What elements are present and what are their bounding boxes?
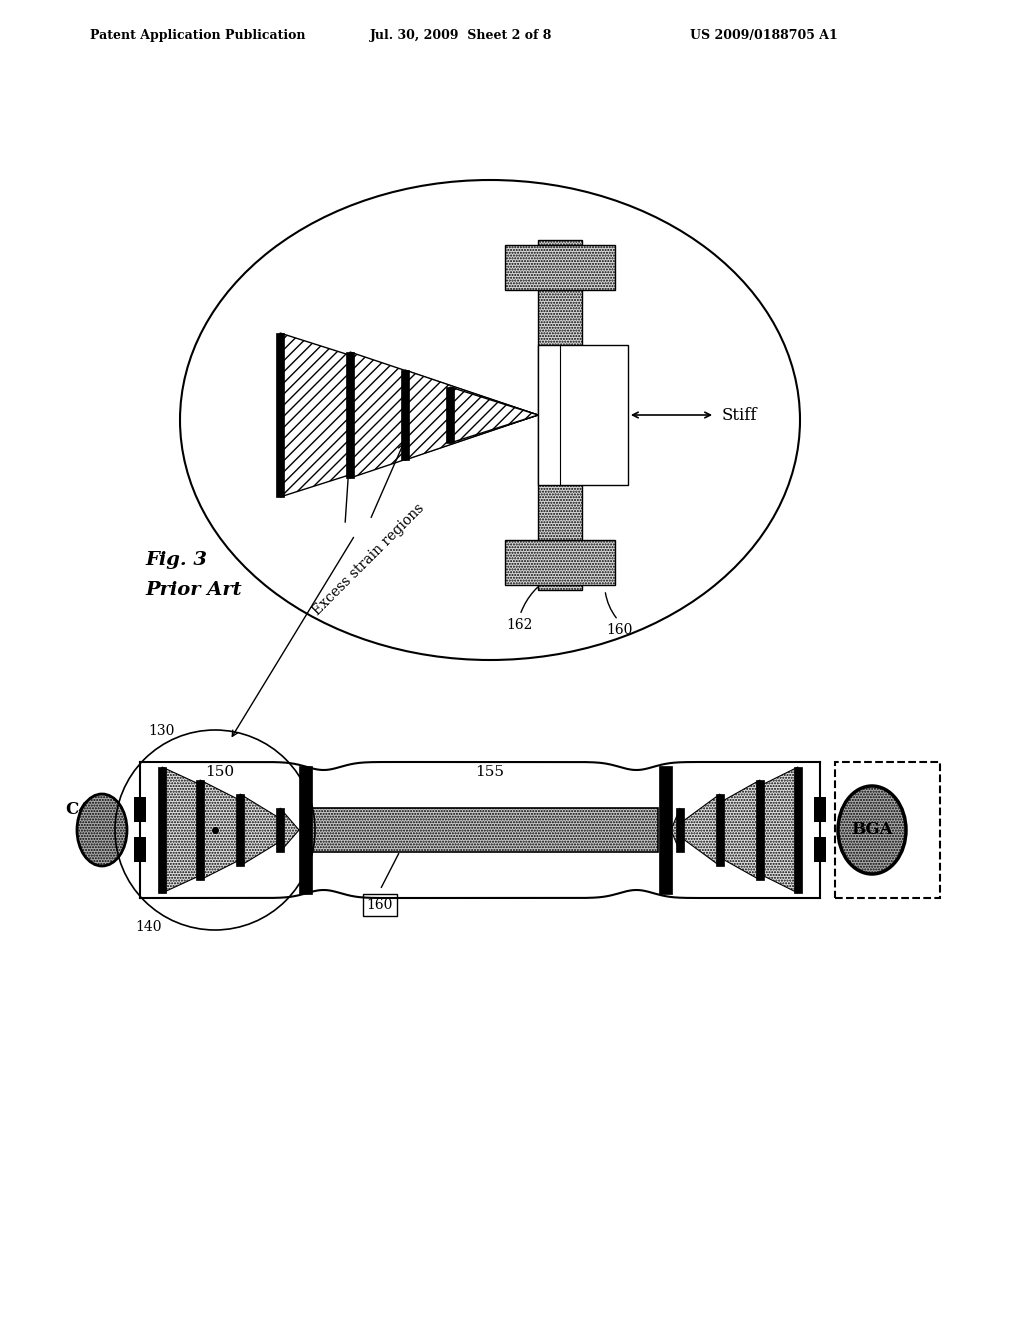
Bar [401,370,409,459]
Bar [276,808,284,851]
Text: 155: 155 [475,766,505,779]
Bar [299,766,312,894]
Bar [505,246,615,290]
Text: Stiff: Stiff [722,407,758,424]
Text: 160: 160 [607,623,633,638]
Bar [158,767,166,894]
Text: US 2009/0188705 A1: US 2009/0188705 A1 [690,29,838,41]
Text: C4: C4 [65,801,90,818]
Bar [311,808,658,851]
Bar [346,352,354,478]
Bar [794,767,802,894]
Text: 140: 140 [135,920,162,935]
Bar [134,797,146,822]
Text: Fig. 3: Fig. 3 [145,550,207,569]
Text: Patent Application Publication: Patent Application Publication [90,29,305,41]
Bar [505,540,615,585]
Polygon shape [450,387,538,444]
Polygon shape [200,780,299,880]
Text: 162: 162 [507,618,534,632]
Text: 130: 130 [148,723,174,738]
Polygon shape [140,762,820,898]
Bar [196,780,204,880]
Bar [835,762,940,898]
Text: 150: 150 [206,766,234,779]
Bar [134,837,146,862]
Bar [538,240,582,590]
Bar [756,780,764,880]
Bar [716,795,724,866]
Bar [814,797,826,822]
Text: Prior Art: Prior Art [145,581,242,599]
Bar [659,766,672,894]
Polygon shape [280,808,299,851]
Polygon shape [350,352,538,478]
Polygon shape [280,333,538,498]
Polygon shape [671,767,798,894]
Bar [446,387,454,444]
Text: BGA: BGA [851,821,893,838]
Bar [676,808,684,851]
Bar [538,345,628,484]
Polygon shape [671,780,760,880]
Bar [236,795,244,866]
Polygon shape [406,370,538,459]
Ellipse shape [838,785,906,874]
Bar [814,837,826,862]
Text: Excess strain regions: Excess strain regions [310,502,427,619]
Bar [276,333,284,498]
Polygon shape [671,808,680,851]
Polygon shape [162,767,299,894]
Text: Jul. 30, 2009  Sheet 2 of 8: Jul. 30, 2009 Sheet 2 of 8 [370,29,552,41]
Polygon shape [671,795,720,866]
Ellipse shape [77,795,127,866]
Polygon shape [240,795,299,866]
Text: 160: 160 [367,898,393,912]
